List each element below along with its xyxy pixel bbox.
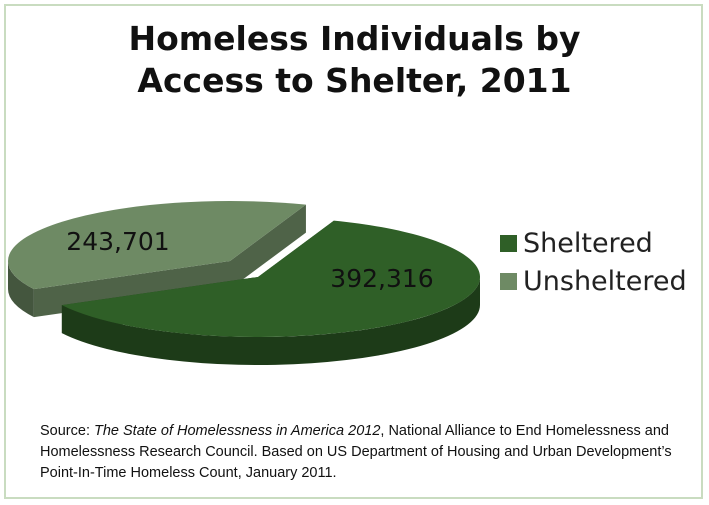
- legend-item-sheltered: Sheltered: [500, 224, 687, 262]
- slice-sheltered: [61, 220, 480, 337]
- slice-unsheltered-side: [8, 261, 34, 318]
- data-label-sheltered: 392,316: [330, 264, 433, 293]
- source-prefix: Source:: [40, 423, 94, 439]
- legend-label-unsheltered: Unsheltered: [523, 265, 687, 297]
- data-label-unsheltered: 243,701: [66, 227, 169, 256]
- legend-swatch-sheltered: [500, 234, 517, 252]
- chart-title-line-2: Access to Shelter, 2011: [137, 61, 572, 101]
- source-publication: The State of Homelessness in America 201…: [94, 423, 381, 439]
- slice-unsheltered-wall-1: [230, 204, 306, 289]
- slice-unsheltered: [7, 200, 306, 290]
- legend-item-unsheltered: Unsheltered: [500, 262, 687, 300]
- slice-sheltered-side: [61, 277, 481, 366]
- legend: Sheltered Unsheltered: [500, 224, 687, 300]
- chart-title: Homeless Individuals by Access to Shelte…: [0, 18, 709, 102]
- legend-label-sheltered: Sheltered: [523, 227, 653, 259]
- legend-swatch-unsheltered: [500, 272, 517, 290]
- source-note: Source: The State of Homelessness in Ame…: [40, 421, 690, 484]
- source-rest: , National Alliance to End Homelessness …: [40, 423, 672, 482]
- chart-title-line-1: Homeless Individuals by: [128, 19, 581, 58]
